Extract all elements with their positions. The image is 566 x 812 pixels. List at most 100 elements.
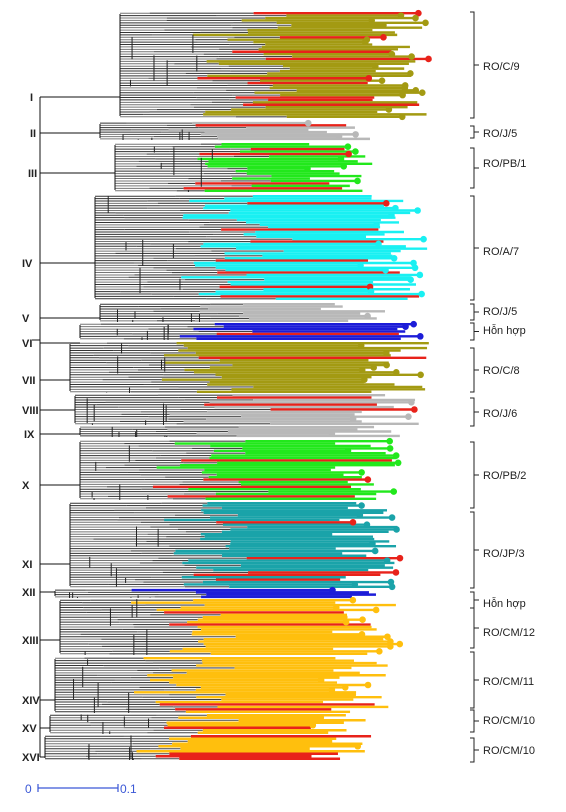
tip-marker — [370, 364, 378, 371]
tip-marker — [368, 17, 376, 24]
clade-9 — [79, 425, 400, 438]
group-bracket — [470, 607, 479, 649]
tree-backbone — [32, 96, 120, 758]
tip-marker — [317, 714, 325, 722]
group-label: RO/PB/2 — [483, 470, 526, 482]
group-bracket — [470, 591, 479, 609]
tip-marker — [356, 511, 364, 519]
tip-marker — [399, 91, 406, 99]
tip-marker — [349, 519, 357, 526]
tip-marker — [328, 430, 336, 438]
tip-marker — [373, 221, 380, 229]
tip-marker — [416, 333, 424, 340]
group-bracket — [470, 322, 479, 341]
group-brackets: RO/C/9 RO/J/5 RO/PB/1 RO/A/7 RO/J/5 Hỗn hợp RO… — [470, 11, 535, 763]
tip-marker — [393, 526, 400, 533]
group-bracket — [470, 441, 479, 509]
tip-marker — [341, 684, 349, 691]
group-bracket — [470, 709, 479, 733]
group-label: RO/JP/3 — [483, 548, 525, 560]
tip-marker — [382, 266, 389, 274]
tip-marker — [376, 648, 383, 655]
clade-numeral: II — [30, 128, 36, 140]
tip-marker — [369, 540, 376, 548]
group-label: RO/CM/12 — [483, 627, 535, 639]
tip-marker — [418, 290, 425, 298]
tip-marker — [425, 55, 432, 63]
tip-marker — [340, 162, 348, 170]
tip-marker — [420, 235, 427, 243]
group-bracket — [470, 651, 479, 709]
tip-marker — [371, 547, 379, 555]
group-label: RO/A/7 — [483, 246, 519, 258]
clade-numeral: XVI — [22, 752, 40, 764]
tip-marker — [407, 276, 414, 284]
tip-marker — [385, 106, 393, 113]
group-bracket — [470, 347, 479, 393]
clade-16 — [44, 735, 372, 760]
tip-marker — [363, 521, 371, 528]
tip-marker — [378, 77, 386, 84]
tree-tips — [304, 9, 432, 750]
scale-end-label: 0.1 — [120, 782, 137, 796]
tip-marker — [418, 89, 426, 97]
clade-12 — [54, 588, 376, 599]
tip-marker — [344, 447, 352, 455]
tip-marker — [392, 369, 400, 376]
tip-marker — [335, 133, 343, 140]
tip-marker — [388, 50, 396, 58]
clade-5 — [99, 302, 385, 323]
tip-marker — [309, 721, 317, 729]
clade-numeral: XIV — [22, 695, 40, 707]
tip-marker — [358, 366, 366, 374]
tip-marker — [362, 38, 369, 46]
tip-marker — [317, 676, 325, 684]
group-label: RO/J/6 — [483, 408, 517, 420]
group-label: RO/CM/10 — [483, 715, 535, 727]
group-bracket — [470, 511, 479, 589]
tip-marker — [412, 86, 420, 94]
clade-10 — [79, 440, 399, 500]
tip-marker — [396, 640, 404, 648]
tip-marker — [304, 119, 312, 127]
tip-marker — [354, 177, 361, 185]
tip-marker — [390, 488, 398, 495]
tip-marker — [380, 21, 387, 29]
scale-start-label: 0 — [25, 782, 32, 796]
tip-marker — [382, 200, 390, 207]
tip-marker — [364, 476, 372, 483]
tip-marker — [357, 262, 364, 269]
tip-marker — [352, 148, 359, 155]
tip-marker — [342, 618, 350, 626]
tip-marker — [383, 349, 390, 357]
tip-marker — [349, 691, 357, 699]
tip-marker — [388, 583, 396, 591]
tip-marker — [387, 643, 394, 650]
tree-branches — [44, 12, 429, 760]
clade-15 — [49, 714, 366, 734]
clade-3 — [114, 143, 373, 192]
tip-marker — [411, 406, 418, 413]
tip-marker — [375, 240, 382, 248]
tip-marker — [349, 596, 357, 604]
group-bracket — [470, 125, 479, 139]
tip-marker — [344, 143, 352, 150]
tip-marker — [354, 742, 362, 750]
tip-marker — [337, 155, 345, 163]
tip-marker — [422, 19, 429, 27]
clade-numeral: III — [28, 168, 37, 180]
clade-numeral: VII — [22, 375, 35, 387]
clade-numeral: X — [22, 480, 30, 492]
group-label: RO/CM/10 — [483, 745, 535, 757]
tip-marker — [387, 638, 394, 645]
tip-marker — [388, 514, 396, 521]
tip-marker — [328, 686, 336, 694]
clade-numeral: XI — [22, 559, 32, 571]
tip-marker — [358, 631, 366, 638]
tip-marker — [392, 452, 400, 459]
tip-marker — [358, 502, 365, 509]
group-bracket — [470, 397, 479, 427]
tip-marker — [372, 62, 379, 70]
tip-marker — [329, 586, 336, 594]
